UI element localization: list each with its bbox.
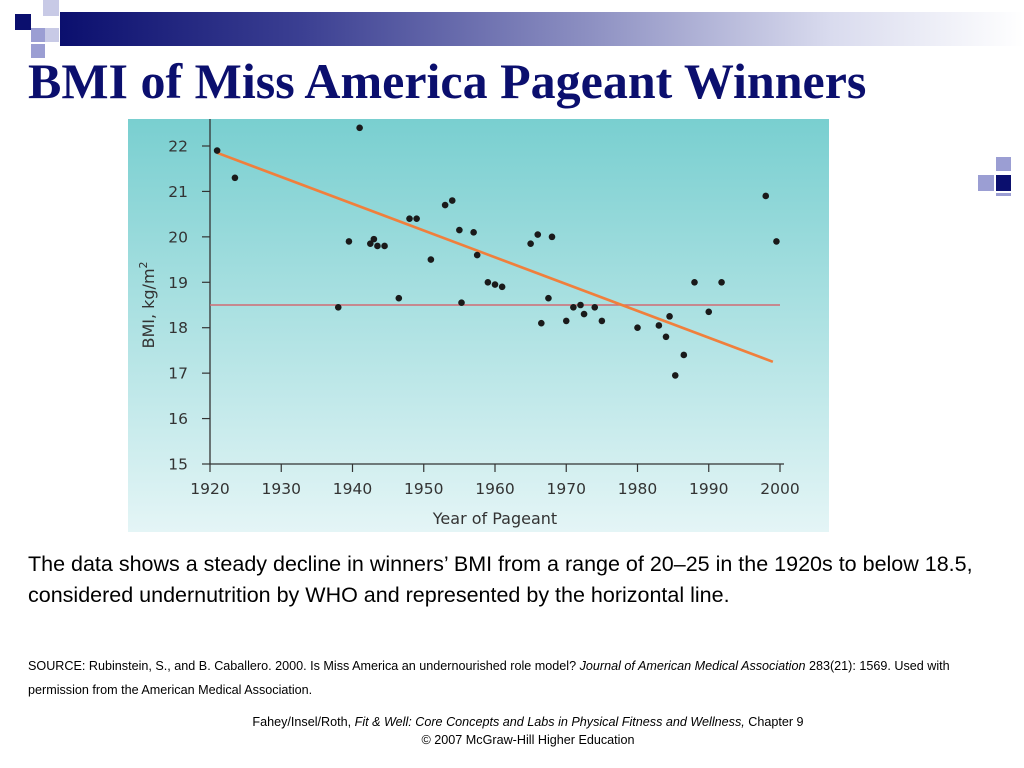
footer-authors: Fahey/Insel/Roth, — [252, 715, 355, 729]
corner-square-5 — [31, 44, 45, 58]
data-point — [705, 308, 713, 316]
y-tick-label: 18 — [168, 319, 188, 337]
footer-chapter: Chapter 9 — [744, 715, 804, 729]
data-point — [671, 372, 679, 379]
x-tick-label: 2000 — [760, 480, 799, 498]
source-journal: Journal of American Medical Association — [579, 659, 806, 673]
data-point — [427, 256, 435, 263]
data-point — [231, 174, 239, 182]
data-point — [213, 147, 221, 154]
data-point — [367, 240, 374, 247]
x-tick-label: 1970 — [547, 480, 586, 498]
data-point — [395, 294, 403, 302]
data-point — [545, 294, 552, 302]
data-point — [458, 299, 465, 307]
chart-background — [128, 119, 829, 532]
y-tick-label: 21 — [168, 183, 188, 201]
data-point — [577, 301, 584, 309]
bmi-scatter-chart: 1920 1930 1940 1950 1960 1970 1980 1990 20001516… — [128, 119, 829, 532]
x-tick-label: 1940 — [333, 480, 372, 498]
trend-line — [216, 151, 774, 364]
data-point — [498, 283, 506, 291]
data-point — [345, 238, 353, 245]
data-point — [473, 251, 481, 259]
data-point — [662, 333, 670, 341]
corner-square-3 — [31, 28, 45, 42]
data-point — [598, 317, 606, 325]
x-tick-label: 1950 — [404, 480, 443, 498]
data-point — [538, 319, 545, 327]
data-point — [527, 240, 534, 247]
title-bar-gradient — [60, 12, 1024, 46]
corner-square-1 — [15, 14, 31, 30]
data-point — [691, 278, 698, 286]
data-point — [334, 303, 342, 311]
data-point — [470, 229, 477, 236]
chart-description: The data shows a steady decline in winne… — [28, 552, 973, 607]
data-point — [370, 235, 378, 243]
data-point — [591, 303, 599, 311]
data-point — [773, 238, 780, 245]
source-suffix: 283(21): 1569. Used with permission from… — [28, 659, 950, 697]
data-point — [356, 124, 363, 132]
slide-footer: Fahey/Insel/Roth, Fit & Well: Core Conce… — [0, 713, 1024, 749]
y-axis-label-text: BMI, kg/m — [139, 268, 158, 348]
data-point — [374, 242, 381, 250]
bmi-chart: 1920 1930 1940 1950 1960 1970 1980 1990 2000 15 16… — [128, 119, 829, 532]
source-citation: SOURCE: Rubinstein, S., and B. Caballero… — [28, 654, 978, 702]
y-axis-label: BMI, kg/m2 — [137, 261, 158, 348]
source-prefix: SOURCE: Rubinstein, S., and B. Caballero… — [28, 659, 580, 673]
data-point — [534, 231, 542, 238]
data-point — [680, 351, 688, 359]
y-tick-label: 15 — [168, 456, 188, 474]
data-point — [580, 310, 588, 318]
y-axis-label-superscript: 2 — [137, 261, 150, 268]
slide-title: BMI of Miss America Pageant Winners — [28, 53, 867, 109]
y-tick-label: 20 — [168, 228, 188, 246]
data-point — [655, 322, 663, 329]
x-tick-label: 1990 — [689, 480, 728, 498]
data-point — [666, 313, 673, 320]
side-square-3 — [996, 175, 1011, 191]
x-tick-label: 1920 — [190, 480, 229, 498]
y-tick-label: 19 — [168, 274, 188, 292]
corner-square-2 — [43, 0, 59, 16]
data-point — [548, 233, 556, 241]
x-axis-label: Year of Pageant — [432, 509, 557, 528]
footer-book-title: Fit & Well: Core Concepts and Labs in Ph… — [354, 715, 745, 729]
x-tick-label: 1960 — [475, 480, 514, 498]
x-tick-label: 1930 — [262, 480, 301, 498]
footer-credit-line: Fahey/Insel/Roth, Fit & Well: Core Conce… — [0, 713, 1024, 731]
side-square-4 — [996, 193, 1011, 196]
data-point — [718, 278, 725, 286]
side-square-2 — [978, 175, 994, 191]
data-point — [441, 201, 449, 209]
y-tick-label: 16 — [168, 410, 188, 428]
corner-square-4 — [45, 28, 59, 42]
y-tick-label: 22 — [168, 138, 188, 156]
y-tick-label: 17 — [168, 365, 188, 383]
data-point — [456, 226, 463, 234]
x-tick-label: 1980 — [618, 480, 657, 498]
data-point — [762, 192, 770, 200]
data-point — [448, 197, 456, 204]
data-point — [491, 281, 499, 288]
data-point — [562, 317, 570, 325]
data-point — [634, 324, 641, 332]
data-point — [570, 303, 577, 311]
footer-copyright: © 2007 McGraw-Hill Higher Education — [421, 733, 635, 747]
data-point — [381, 242, 388, 250]
side-square-1 — [996, 157, 1011, 171]
data-point — [413, 215, 420, 222]
data-point — [484, 278, 492, 286]
data-point — [406, 215, 413, 222]
